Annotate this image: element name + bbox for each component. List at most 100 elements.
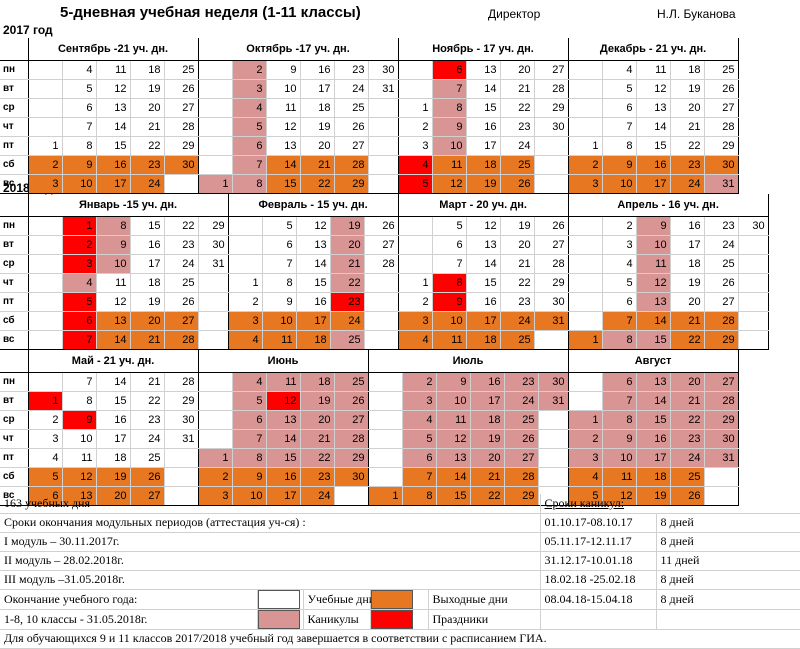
day-cell: 9 [602, 429, 637, 449]
day-cell: 4 [568, 467, 603, 487]
empty-cell [568, 273, 603, 293]
day-cell: 29 [534, 273, 569, 293]
day-cell: 12 [96, 292, 131, 312]
day-cell: 4 [398, 330, 433, 350]
day-cell: 19 [466, 174, 501, 194]
day-cell: 12 [266, 117, 301, 137]
day-cell: 9 [62, 410, 97, 430]
empty-cell [28, 117, 63, 137]
empty-cell [164, 174, 199, 194]
calendar-block-summer-2018: Май - 21 уч. дн. Июнь Июль Август пн 7 14 21 28 4… [0, 350, 739, 506]
day-cell: 2 [228, 292, 263, 312]
day-cell: 11 [96, 273, 131, 293]
day-label: пн [0, 216, 29, 236]
day-cell: 5 [398, 174, 433, 194]
day-cell: 7 [432, 79, 467, 99]
empty-cell [28, 372, 63, 392]
day-cell: 4 [602, 254, 637, 274]
day-cell: 9 [432, 292, 467, 312]
day-cell: 15 [466, 98, 501, 118]
day-label: пт [0, 448, 29, 468]
month-title: Апрель - 16 уч. дн. [568, 194, 769, 217]
day-cell: 20 [670, 98, 705, 118]
gia-note: Для обучающихся 9 и 11 классов 2017/2018… [0, 629, 800, 649]
day-cell: 12 [296, 216, 331, 236]
day-cell: 5 [28, 467, 63, 487]
legend-swatch-holiday [370, 609, 429, 630]
empty-cell [368, 448, 403, 468]
day-cell: 6 [432, 235, 467, 255]
day-cell: 25 [670, 467, 705, 487]
empty-cell [538, 429, 569, 449]
day-cell: 3 [232, 79, 267, 99]
day-cell: 16 [466, 117, 501, 137]
day-cell: 24 [334, 79, 369, 99]
day-cell: 14 [96, 372, 131, 392]
day-cell: 11 [636, 60, 671, 80]
day-cell: 23 [334, 60, 369, 80]
day-cell: 17 [466, 311, 501, 331]
empty-cell [568, 372, 603, 392]
day-cell: 17 [130, 254, 165, 274]
day-cell: 6 [62, 311, 97, 331]
vacation-days: 11 дней [656, 551, 800, 571]
day-cell: 16 [466, 292, 501, 312]
day-cell: 20 [130, 311, 165, 331]
day-cell: 4 [602, 60, 637, 80]
day-cell: 15 [636, 136, 671, 156]
day-cell: 3 [28, 429, 63, 449]
day-cell: 30 [334, 467, 369, 487]
day-cell: 26 [164, 292, 199, 312]
day-cell: 26 [534, 216, 569, 236]
empty-cell [164, 467, 199, 487]
day-cell: 3 [568, 174, 603, 194]
empty-cell [398, 216, 433, 236]
day-cell: 28 [704, 117, 739, 137]
day-cell: 21 [470, 467, 505, 487]
day-cell: 30 [198, 235, 229, 255]
day-cell: 29 [704, 410, 739, 430]
day-cell: 17 [300, 79, 335, 99]
day-cell: 21 [670, 391, 705, 411]
day-cell: 1 [568, 136, 603, 156]
calendar-block-winter-spring-2018: Январь -15 уч. дн. Февраль - 15 уч. дн. Ма… [0, 194, 769, 350]
day-cell: 31 [704, 448, 739, 468]
empty-cell [368, 117, 399, 137]
day-cell: 17 [470, 391, 505, 411]
day-cell: 12 [466, 216, 501, 236]
day-cell: 14 [636, 391, 671, 411]
day-cell: 21 [670, 311, 705, 331]
empty-cell [228, 235, 263, 255]
day-cell: 1 [198, 174, 233, 194]
day-cell: 28 [534, 254, 569, 274]
day-cell: 26 [130, 467, 165, 487]
day-label: вт [0, 391, 29, 411]
empty-cell [738, 292, 769, 312]
page-title: 5-дневная учебная неделя (1-11 классы) [60, 4, 361, 21]
empty-cell [28, 254, 63, 274]
day-cell: 17 [670, 235, 705, 255]
day-cell: 8 [432, 273, 467, 293]
day-cell: 9 [636, 216, 671, 236]
day-cell: 18 [300, 98, 335, 118]
day-cell: 28 [164, 117, 199, 137]
day-cell: 18 [96, 448, 131, 468]
day-cell: 17 [96, 429, 131, 449]
day-cell: 14 [296, 254, 331, 274]
day-cell: 11 [96, 60, 131, 80]
empty-cell [198, 330, 229, 350]
day-cell: 28 [334, 155, 369, 175]
day-cell: 23 [330, 292, 365, 312]
empty-cell [738, 330, 769, 350]
empty-cell [534, 330, 569, 350]
day-cell: 25 [500, 330, 535, 350]
day-cell: 21 [130, 117, 165, 137]
day-cell: 10 [636, 235, 671, 255]
empty-cell [368, 467, 403, 487]
empty-cell [28, 311, 63, 331]
day-label: пн [0, 372, 29, 392]
day-cell: 12 [636, 79, 671, 99]
day-cell: 18 [670, 60, 705, 80]
day-cell: 14 [636, 311, 671, 331]
day-cell: 22 [300, 174, 335, 194]
